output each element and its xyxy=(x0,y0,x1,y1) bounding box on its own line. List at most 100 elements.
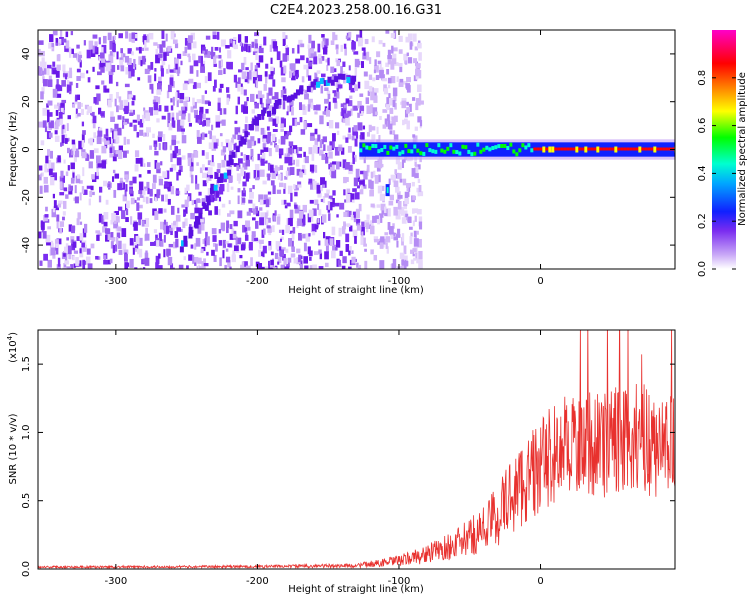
noise-cell xyxy=(109,40,113,50)
noise-cell xyxy=(38,40,44,45)
noise-cell xyxy=(271,267,276,269)
noise-cell xyxy=(71,239,74,245)
carrier-cell xyxy=(407,149,411,154)
noise-cell xyxy=(256,239,260,243)
noise-cell xyxy=(116,65,120,70)
noise-cell xyxy=(114,123,119,132)
noise-cell xyxy=(108,137,112,144)
ridge-cell xyxy=(226,160,231,167)
noise-cell xyxy=(232,40,236,48)
carrier-cell xyxy=(446,146,450,151)
noise-cell xyxy=(325,152,328,158)
ridge-cell xyxy=(235,146,240,153)
noise-cell xyxy=(286,261,290,268)
noise-cell xyxy=(245,155,250,162)
noise-cell xyxy=(326,189,330,194)
noise-cell xyxy=(151,87,154,94)
noise-cell xyxy=(109,147,113,154)
noise-cell xyxy=(175,140,180,144)
noise-cell xyxy=(168,227,173,232)
noise-cell xyxy=(311,223,317,233)
noise-cell xyxy=(166,170,170,179)
noise-cell xyxy=(57,54,61,61)
noise-cell xyxy=(184,80,190,85)
noise-cell xyxy=(204,51,209,58)
noise-cell xyxy=(309,50,314,59)
noise-cell xyxy=(77,112,81,117)
noise-cell xyxy=(72,103,76,108)
ridge-cell xyxy=(330,79,335,86)
noise-cell xyxy=(46,130,51,140)
carrier-cell xyxy=(476,142,480,147)
noise-cell xyxy=(314,165,318,173)
noise-cell xyxy=(120,177,123,182)
noise-cell xyxy=(72,241,77,248)
noise-cell xyxy=(111,51,115,57)
noise-cell xyxy=(263,194,268,203)
noise-cell xyxy=(139,129,144,136)
noise-cell xyxy=(60,170,64,178)
noise-cell xyxy=(284,156,289,164)
noise-cell xyxy=(164,194,168,202)
noise-cell xyxy=(413,238,419,247)
noise-cell xyxy=(104,88,110,93)
noise-cell xyxy=(174,58,179,68)
noise-cell xyxy=(277,173,282,180)
noise-cell xyxy=(335,122,340,129)
noise-cell xyxy=(260,102,264,108)
noise-cell xyxy=(54,130,58,135)
noise-cell xyxy=(237,210,243,219)
noise-cell xyxy=(69,49,72,58)
carrier-cell xyxy=(416,148,420,153)
noise-cell xyxy=(292,117,297,126)
noise-cell xyxy=(373,238,379,243)
noise-cell xyxy=(45,168,51,173)
carrier-cell-bright xyxy=(614,146,618,153)
ridge-cell xyxy=(193,221,198,228)
noise-cell xyxy=(393,232,397,237)
colorbar: 0.00.20.40.60.8 Normalized spectral ampl… xyxy=(697,30,748,277)
noise-cell xyxy=(54,135,60,142)
noise-cell xyxy=(145,196,149,204)
noise-cell xyxy=(404,59,407,64)
noise-cell xyxy=(376,51,381,58)
noise-cell xyxy=(226,140,229,148)
carrier-cell xyxy=(599,147,603,151)
noise-cell xyxy=(221,159,226,168)
noise-cell xyxy=(356,185,360,189)
noise-cell xyxy=(391,45,394,54)
noise-cell xyxy=(154,150,159,156)
noise-cell xyxy=(223,176,227,183)
noise-cell xyxy=(179,92,185,100)
noise-cell xyxy=(357,100,362,109)
noise-cell xyxy=(131,100,135,106)
noise-cell xyxy=(58,200,63,205)
noise-cell xyxy=(382,109,388,113)
noise-cell xyxy=(202,121,205,127)
noise-cell xyxy=(280,236,284,240)
noise-cell xyxy=(308,61,313,67)
noise-cell xyxy=(280,89,284,98)
noise-cell xyxy=(279,154,282,159)
noise-cell xyxy=(288,147,293,155)
noise-cell xyxy=(118,96,122,103)
noise-cell xyxy=(96,93,101,102)
noise-cell xyxy=(193,256,199,263)
noise-cell xyxy=(98,186,103,193)
noise-cell xyxy=(373,95,378,103)
noise-cell xyxy=(273,266,277,269)
noise-cell xyxy=(324,98,329,104)
noise-cell xyxy=(246,97,249,102)
noise-cell xyxy=(56,93,62,98)
noise-cell xyxy=(289,125,293,132)
noise-cell xyxy=(40,140,45,146)
carrier-cell xyxy=(473,151,477,156)
noise-cell xyxy=(125,31,129,39)
noise-cell xyxy=(158,208,163,214)
noise-cell xyxy=(84,223,88,233)
carrier-cell xyxy=(464,145,468,150)
noise-cell xyxy=(120,52,124,62)
noise-cell xyxy=(241,71,247,80)
colorbar-label: Normalized spectral amplitude xyxy=(737,72,748,226)
noise-cell xyxy=(414,215,417,222)
